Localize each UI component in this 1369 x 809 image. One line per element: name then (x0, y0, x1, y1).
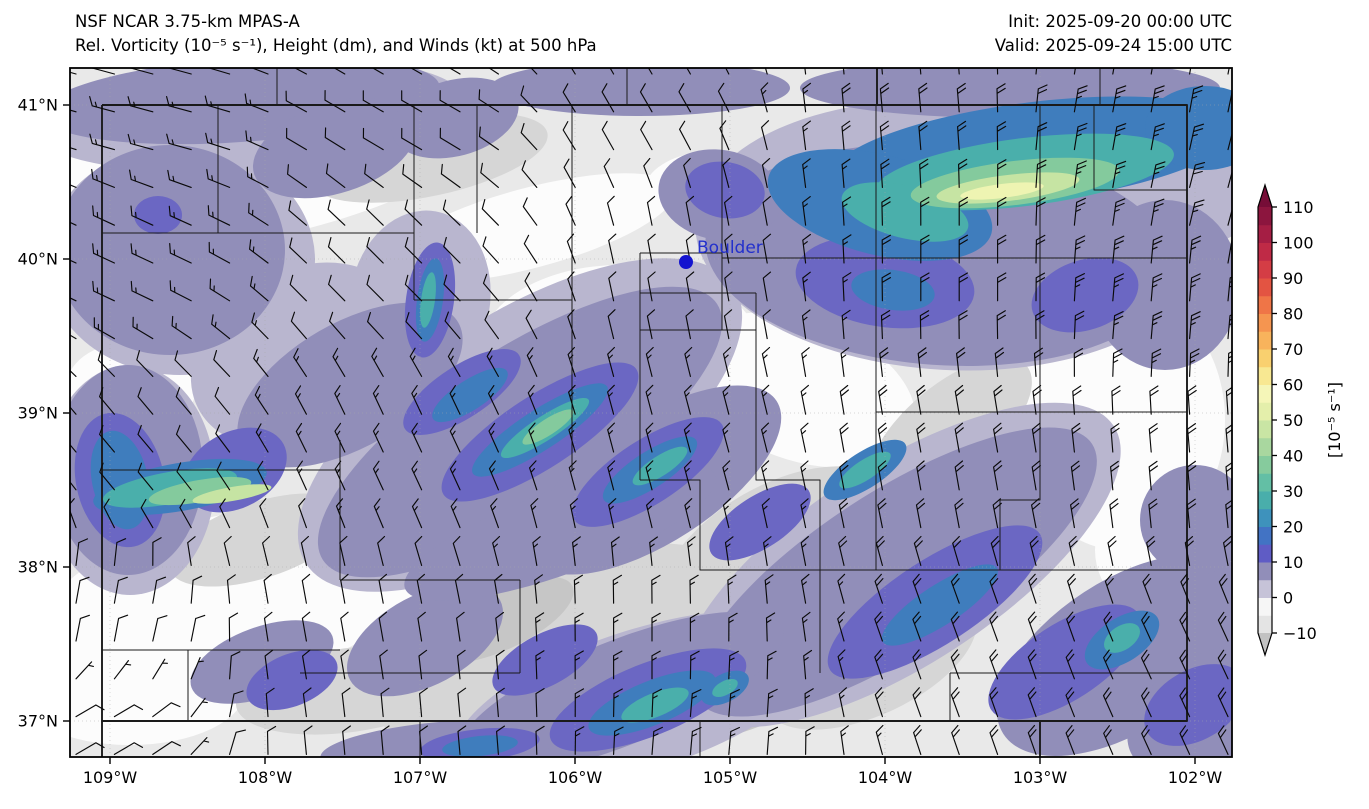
x-tick-label: 105°W (703, 768, 758, 787)
y-tick-label: 40°N (18, 250, 58, 269)
colorbar-tick-label: 0 (1283, 589, 1293, 608)
county-boundaries (101, 68, 1188, 757)
colorbar-tick-label: 50 (1283, 411, 1303, 430)
x-tick-label: 103°W (1013, 768, 1068, 787)
page-title: NSF NCAR 3.75-km MPAS-A (75, 12, 300, 31)
colorbar-tick-label: −10 (1283, 624, 1317, 643)
y-tick-label: 39°N (18, 404, 58, 423)
x-tick-label: 106°W (548, 768, 603, 787)
x-tick-label: 109°W (83, 768, 138, 787)
colorbar-tick-label: 10 (1283, 553, 1303, 572)
city-marker-group: Boulder (679, 238, 763, 269)
boulder-marker (679, 255, 693, 269)
x-axis: 109°W 108°W 107°W 106°W 105°W 104°W 103°W 102°W (83, 757, 1223, 787)
colorbar-tick-label: 100 (1283, 234, 1314, 253)
colorbar-tick-label: 60 (1283, 376, 1303, 395)
colorbar-tick-label: 90 (1283, 269, 1303, 288)
vorticity-field (70, 68, 1232, 757)
y-tick-label: 37°N (18, 712, 58, 731)
colorbar-tick-label: 110 (1283, 198, 1314, 217)
y-axis: 41°N 40°N 39°N 38°N 37°N (18, 96, 70, 731)
y-tick-label: 41°N (18, 96, 58, 115)
colorbar-tick-label: 80 (1283, 305, 1303, 324)
colorbar-tick-label: 20 (1283, 518, 1303, 537)
colorbar-tick-label: 40 (1283, 447, 1303, 466)
init-time: Init: 2025-09-20 00:00 UTC (1008, 12, 1232, 31)
time-block: Init: 2025-09-20 00:00 UTC Valid: 2025-0… (995, 10, 1232, 58)
x-tick-label: 108°W (238, 768, 293, 787)
wind-barbs (70, 68, 1232, 755)
boulder-label: Boulder (697, 238, 763, 258)
y-tick-label: 38°N (18, 558, 58, 577)
colorbar: −10 0 10 20 30 40 50 60 70 80 90 100 110 [10⁻⁵ s⁻¹] (1257, 183, 1344, 657)
colorbar-tick-label: 70 (1283, 340, 1303, 359)
title-block: NSF NCAR 3.75-km MPAS-A Rel. Vorticity (… (75, 10, 597, 58)
colorbar-unit-label: [10⁻⁵ s⁻¹] (1325, 382, 1344, 458)
x-tick-label: 102°W (1168, 768, 1223, 787)
page-subtitle: Rel. Vorticity (10⁻⁵ s⁻¹), Height (dm), … (75, 36, 597, 55)
valid-time: Valid: 2025-09-24 15:00 UTC (994, 36, 1232, 55)
colorbar-tick-label: 30 (1283, 482, 1303, 501)
x-tick-label: 104°W (858, 768, 913, 787)
x-tick-label: 107°W (393, 768, 448, 787)
